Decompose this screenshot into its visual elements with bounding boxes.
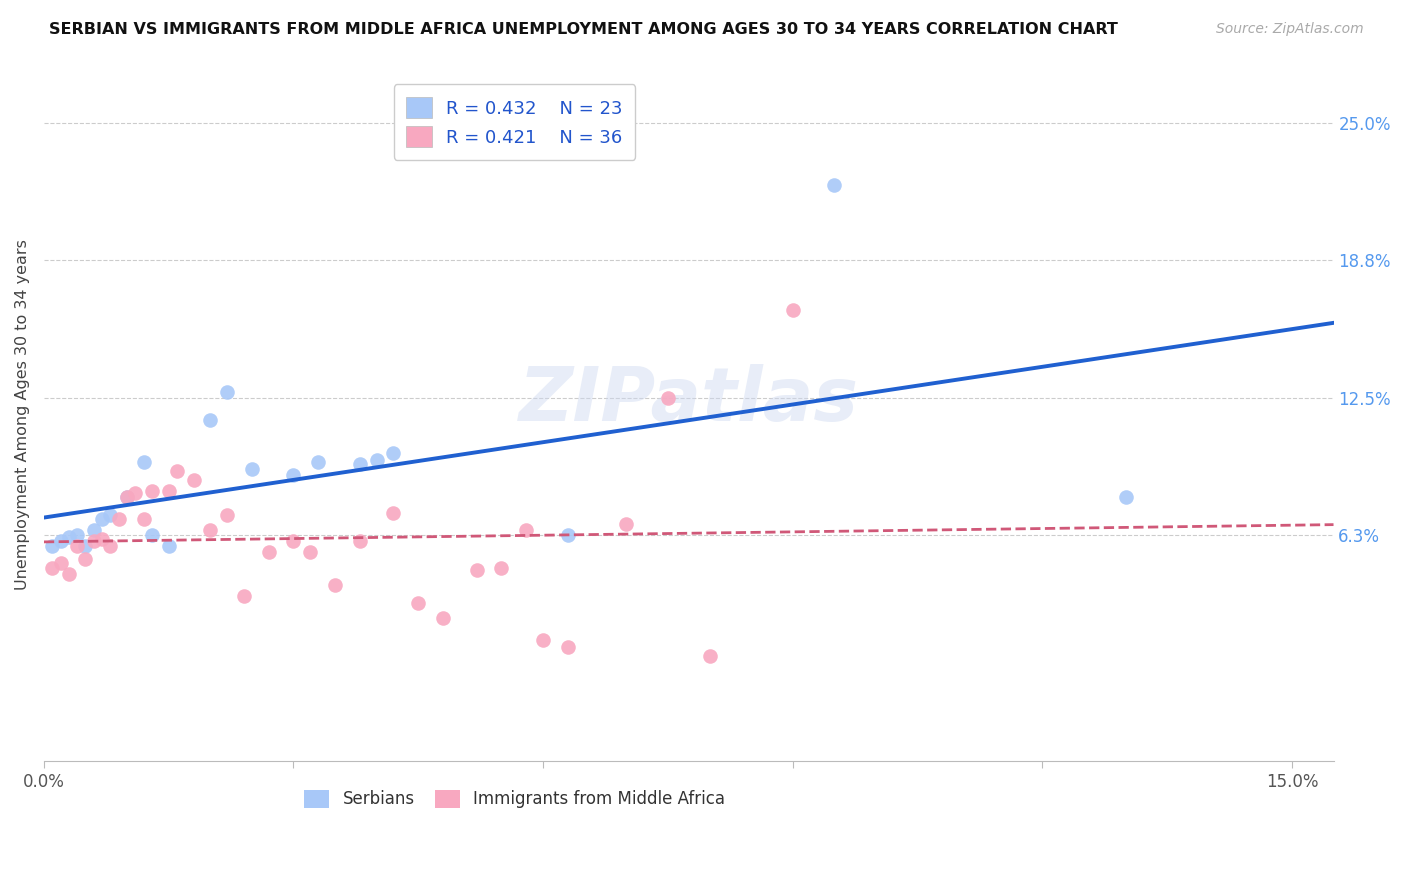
Point (240, 461, 263, 475)
Legend: Serbians, Immigrants from Middle Africa: Serbians, Immigrants from Middle Africa (298, 783, 731, 815)
Point (614, 516, 637, 531)
Point (382, 446, 405, 460)
Point (782, 303, 804, 318)
Point (183, 473, 205, 487)
Point (465, 563, 488, 577)
Point (200, 413, 222, 427)
Point (515, 523, 537, 537)
Point (75, 551, 97, 566)
Point (432, 611, 454, 625)
Point (232, 589, 254, 603)
Point (157, 483, 180, 498)
Point (141, 483, 163, 498)
Y-axis label: Unemployment Among Ages 30 to 34 years: Unemployment Among Ages 30 to 34 years (15, 239, 30, 591)
Text: ZIPatlas: ZIPatlas (519, 365, 859, 437)
Point (66, 527, 89, 541)
Point (366, 453, 388, 467)
Point (215, 384, 238, 399)
Point (557, 640, 579, 654)
Point (257, 545, 280, 559)
Point (100, 539, 122, 553)
Point (58, 567, 80, 582)
Point (323, 578, 346, 592)
Point (49, 556, 72, 570)
Point (1115, 490, 1137, 504)
Point (132, 455, 155, 469)
Point (107, 512, 129, 526)
Point (83, 523, 105, 537)
Point (349, 534, 371, 549)
Point (115, 490, 138, 504)
Point (215, 508, 238, 522)
Point (657, 392, 679, 406)
Point (283, 534, 305, 549)
Point (699, 648, 721, 663)
Point (75, 539, 97, 553)
Point (41, 560, 63, 574)
Point (141, 527, 163, 541)
Point (382, 506, 405, 520)
Point (166, 464, 188, 478)
Text: SERBIAN VS IMMIGRANTS FROM MIDDLE AFRICA UNEMPLOYMENT AMONG AGES 30 TO 34 YEARS : SERBIAN VS IMMIGRANTS FROM MIDDLE AFRICA… (49, 22, 1118, 37)
Point (91, 512, 114, 526)
Point (132, 512, 155, 526)
Point (299, 545, 322, 559)
Point (557, 527, 579, 541)
Point (408, 596, 430, 610)
Point (83, 534, 105, 549)
Point (100, 508, 122, 522)
Point (283, 468, 305, 483)
Point (58, 530, 80, 544)
Point (115, 490, 138, 504)
Point (41, 539, 63, 553)
Point (531, 633, 554, 648)
Point (823, 178, 845, 192)
Point (66, 539, 89, 553)
Point (200, 523, 222, 537)
Point (49, 534, 72, 549)
Point (124, 486, 146, 500)
Point (491, 560, 513, 574)
Text: Source: ZipAtlas.com: Source: ZipAtlas.com (1216, 22, 1364, 37)
Point (157, 539, 180, 553)
Point (307, 455, 329, 469)
Point (91, 532, 114, 546)
Point (349, 457, 371, 471)
